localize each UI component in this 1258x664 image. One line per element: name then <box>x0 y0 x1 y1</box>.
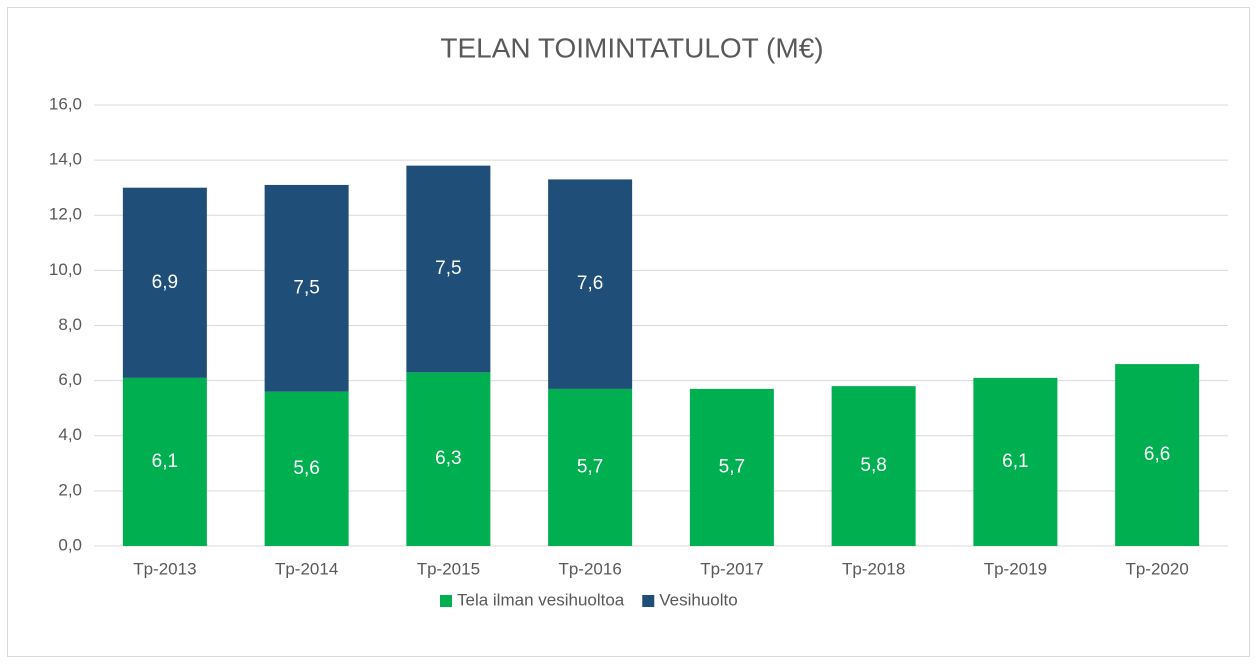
data-label: 5,8 <box>860 455 886 476</box>
y-tick-label: 14,0 <box>49 150 82 169</box>
bar-segment <box>406 372 491 546</box>
chart-title: TELAN TOIMINTATULOT (M€) <box>440 32 823 63</box>
x-tick-label: Tp-2017 <box>700 559 763 578</box>
bar-segment <box>548 179 633 389</box>
bar-segment <box>1115 364 1200 546</box>
data-label: 5,7 <box>577 456 603 477</box>
bar-segment <box>831 386 916 546</box>
data-label: 6,3 <box>435 448 461 469</box>
bar-segment <box>973 377 1058 546</box>
bar-segment <box>406 165 491 373</box>
data-label: 7,5 <box>435 258 461 279</box>
x-tick-label: Tp-2016 <box>558 559 621 578</box>
legend-swatch <box>642 595 655 607</box>
data-label: 7,6 <box>577 273 603 294</box>
y-tick-label: 10,0 <box>49 260 82 279</box>
legend-label: Vesihuolto <box>659 590 737 609</box>
x-tick-label: Tp-2020 <box>1125 559 1188 578</box>
y-tick-label: 2,0 <box>58 480 82 499</box>
x-tick-label: Tp-2013 <box>133 559 196 578</box>
y-tick-label: 6,0 <box>58 370 82 389</box>
y-tick-label: 8,0 <box>58 315 82 334</box>
data-label: 7,5 <box>293 277 319 298</box>
y-tick-label: 4,0 <box>58 425 82 444</box>
data-label: 6,1 <box>1002 451 1028 472</box>
bar-segment <box>122 187 207 378</box>
bar-segment <box>264 184 349 392</box>
data-label: 6,1 <box>152 451 178 472</box>
bar-segment <box>122 377 207 546</box>
data-label: 5,7 <box>719 456 745 477</box>
data-label: 6,9 <box>152 272 178 293</box>
bar-segment <box>548 388 633 546</box>
x-tick-label: Tp-2014 <box>275 559 338 578</box>
bar-segment <box>689 388 774 546</box>
x-tick-label: Tp-2018 <box>842 559 905 578</box>
x-tick-label: Tp-2019 <box>984 559 1047 578</box>
legend-swatch <box>440 595 452 607</box>
y-tick-label: 0,0 <box>58 535 82 554</box>
y-tick-label: 12,0 <box>49 205 82 224</box>
legend-label: Tela ilman vesihuoltoa <box>457 590 625 609</box>
data-label: 5,6 <box>293 458 319 479</box>
x-tick-label: Tp-2015 <box>417 559 480 578</box>
data-label: 6,6 <box>1144 444 1170 465</box>
bar-segment <box>264 391 349 546</box>
y-tick-label: 16,0 <box>49 94 82 113</box>
